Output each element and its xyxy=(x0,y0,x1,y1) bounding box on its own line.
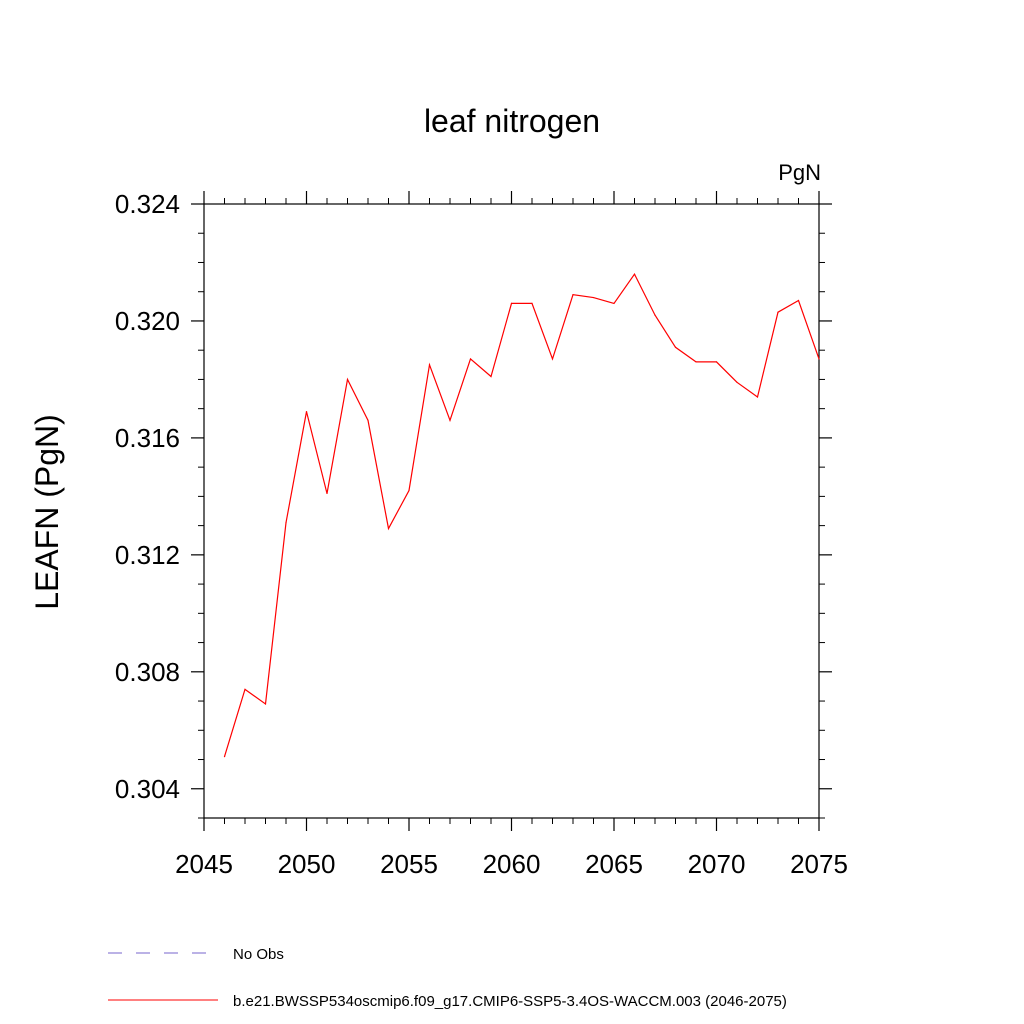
data-point xyxy=(408,489,410,492)
x-tick-label: 2065 xyxy=(585,849,643,879)
data-point xyxy=(613,302,615,305)
data-point xyxy=(736,381,738,383)
data-point xyxy=(449,419,451,421)
data-point xyxy=(777,311,779,313)
data-point xyxy=(510,302,513,305)
chart-title: leaf nitrogen xyxy=(424,103,600,139)
data-point xyxy=(674,346,677,348)
data-point xyxy=(326,492,328,495)
data-point xyxy=(244,688,246,690)
legend-label: b.e21.BWSSP534oscmip6.f09_g17.CMIP6-SSP5… xyxy=(233,993,787,1010)
data-point xyxy=(264,703,267,705)
x-tick-label: 2045 xyxy=(175,849,233,879)
x-tick-label: 2075 xyxy=(790,849,848,879)
y-tick-label: 0.312 xyxy=(115,540,180,570)
x-tick-label: 2055 xyxy=(380,849,438,879)
legend-label: No Obs xyxy=(233,946,284,963)
data-point xyxy=(592,296,595,299)
legend: No Obs b.e21.BWSSP534oscmip6.f09_g17.CMIP… xyxy=(108,946,787,1010)
data-point xyxy=(797,299,800,302)
data-point xyxy=(305,410,308,413)
data-point xyxy=(469,358,472,360)
data-point xyxy=(387,527,390,530)
data-point xyxy=(654,314,656,316)
series-layer xyxy=(223,273,820,758)
data-point xyxy=(756,396,759,398)
data-point xyxy=(572,294,574,296)
y-tick-label: 0.320 xyxy=(115,306,180,336)
axis-ticks: 2045 2050 2055 2060 2065 2070 2075 0.304 0.308 0.… xyxy=(115,189,848,879)
x-tick-label: 2070 xyxy=(688,849,746,879)
data-point xyxy=(346,378,349,381)
y-tick-label: 0.324 xyxy=(115,189,180,219)
data-point xyxy=(695,361,697,363)
data-point xyxy=(428,364,431,366)
data-point xyxy=(490,375,492,378)
data-point xyxy=(633,273,636,275)
data-point xyxy=(531,302,533,305)
plot-frame xyxy=(203,203,820,819)
x-tick-label: 2060 xyxy=(483,849,541,879)
y-axis-label: LEAFN (PgN) xyxy=(29,414,65,610)
x-tick-label: 2050 xyxy=(278,849,336,879)
y-tick-label: 0.308 xyxy=(115,657,180,687)
units-label: PgN xyxy=(778,160,821,185)
data-point xyxy=(367,419,369,421)
data-point xyxy=(715,361,718,363)
data-point xyxy=(818,358,820,360)
data-point xyxy=(551,358,554,360)
y-tick-label: 0.304 xyxy=(115,774,180,804)
data-point xyxy=(285,522,287,524)
series-line xyxy=(223,273,820,757)
data-point xyxy=(223,756,226,758)
y-tick-label: 0.316 xyxy=(115,423,180,453)
